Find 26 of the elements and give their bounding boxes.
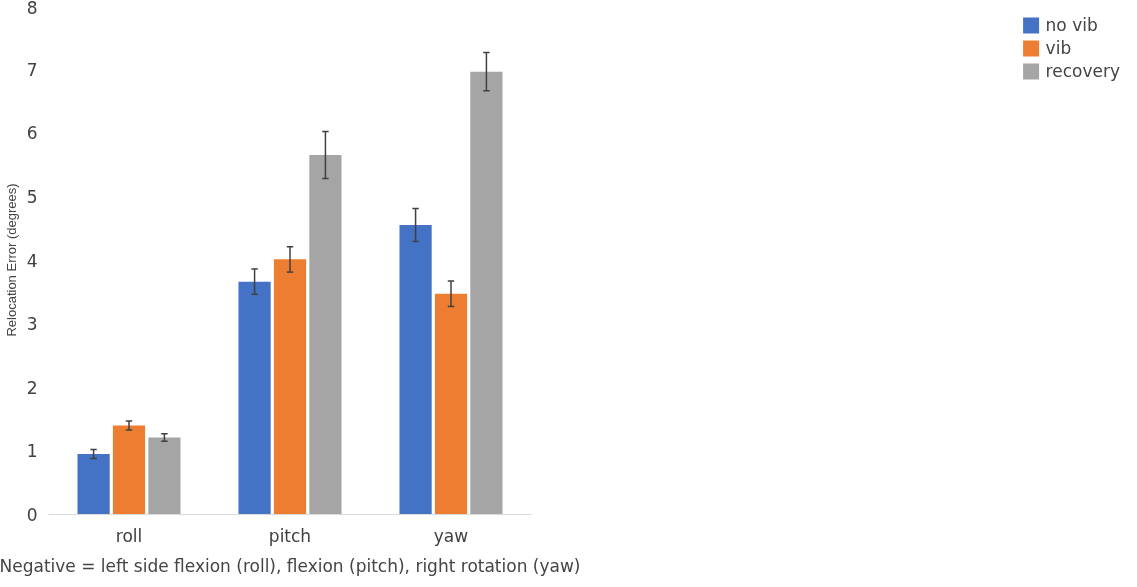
bar (309, 155, 342, 515)
x-tick-label: pitch (268, 525, 312, 546)
y-tick-label: 8 (26, 0, 38, 18)
legend-label: no vib (1045, 15, 1098, 35)
bar (399, 225, 432, 515)
y-tick-label: 7 (26, 59, 38, 80)
y-tick-label: 1 (26, 441, 38, 462)
y-tick-label: 2 (26, 377, 38, 398)
bar (238, 281, 271, 515)
y-axis-title: Relocation Error (degrees) (3, 183, 19, 337)
y-tick-label: 3 (26, 314, 38, 335)
y-tick-label: 5 (26, 186, 38, 207)
bar (273, 259, 307, 515)
bar (434, 293, 468, 515)
legend-label: recovery (1045, 61, 1120, 81)
x-tick-label: roll (115, 525, 143, 546)
bar (470, 71, 503, 515)
y-tick-label: 0 (26, 505, 38, 525)
y-tick-label: 4 (26, 250, 38, 271)
legend-label: vib (1045, 38, 1072, 58)
x-tick-label: yaw (433, 525, 469, 546)
text: Negative = left side flexion (roll), flexion (pitch), right rotation (yaw) (0, 555, 581, 576)
bar (112, 425, 146, 515)
bar (77, 454, 110, 515)
bar (148, 437, 181, 515)
y-tick-label: 6 (26, 123, 38, 144)
